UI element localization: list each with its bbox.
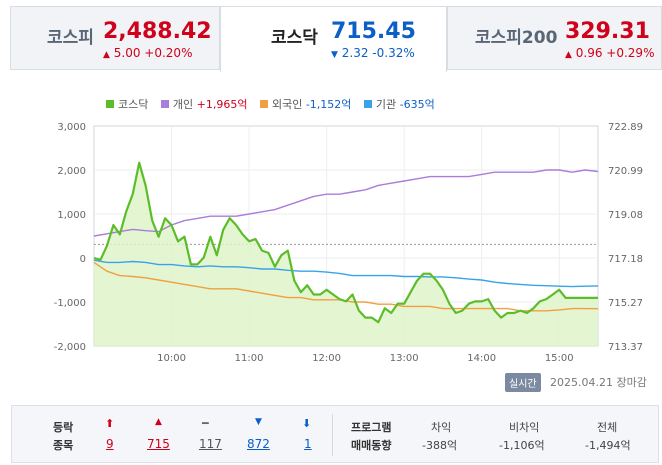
flat-icon: ━ (202, 417, 209, 430)
tab-kosdaq-value: 715.45 (331, 19, 416, 44)
legend-swatch (363, 100, 372, 108)
legend-item-foreign[interactable]: 외국인 -1,152억 (259, 96, 352, 112)
legend-swatch (106, 100, 114, 108)
tab-kospi200-value: 329.31 (565, 19, 650, 44)
limit-down-icon: ⬇ (302, 417, 312, 430)
legend-swatch (160, 100, 169, 108)
y-left-tick-label: 3,000 (57, 122, 86, 133)
arbitrage-value: -388억 (422, 439, 458, 452)
legend-swatch (259, 100, 268, 108)
tab-kosdaq-change: ▼ 2.32 -0.32% (331, 46, 415, 60)
y-right-tick-label: 719.08 (608, 210, 643, 221)
tab-kospi200[interactable]: 코스피200 329.31 ▲ 0.96 +0.29% (447, 6, 662, 70)
series-line-3 (93, 259, 599, 288)
tab-kospi-change: ▲ 5.00 +0.20% (103, 46, 192, 60)
legend-item-institution[interactable]: 기관 -635억 (363, 96, 435, 112)
tab-kospi-name: 코스피 (47, 28, 94, 48)
down-arrow-icon: ▼ (331, 50, 338, 60)
y-left-tick-label: 2,000 (57, 166, 86, 177)
intraday-chart[interactable]: 3,000 722.89 2,000 720.99 1,000 719.08 0 717.18… (0, 110, 662, 372)
x-tick-label: 13:00 (390, 353, 419, 364)
y-left-tick-label: -2,000 (54, 342, 86, 353)
tab-kospi200-change: ▲ 0.96 +0.29% (565, 46, 654, 60)
limit-up-icon: ⬆ (105, 417, 115, 430)
tab-kosdaq-change-value: 2.32 (341, 46, 369, 60)
limit-down-count[interactable]: 1 (304, 437, 312, 451)
legend-label: 기관 (375, 98, 397, 111)
legend-item-individual[interactable]: 개인 +1,965억 (160, 96, 248, 112)
market-date: 2025.04.21 장마감 (550, 376, 647, 389)
up-arrow-icon: ▲ (565, 50, 572, 60)
flat-count[interactable]: 117 (199, 437, 222, 451)
tab-kospi-change-pct: +0.20% (144, 46, 193, 60)
non-arbitrage-label: 비차익 (509, 421, 540, 434)
series-line-1 (93, 169, 599, 237)
tab-kospi-value: 2,488.42 (103, 19, 212, 44)
program-label-2: 매매동향 (351, 439, 392, 452)
x-tick-label: 14:00 (467, 353, 496, 364)
tab-kospi-change-value: 5.00 (113, 46, 141, 60)
realtime-badge[interactable]: 실시간 (505, 373, 541, 392)
rise-icon: ▲ (155, 417, 162, 427)
tab-kosdaq-name: 코스닥 (271, 28, 318, 48)
legend-label: 코스닥 (118, 98, 149, 111)
tab-kosdaq-change-pct: -0.32% (372, 46, 415, 60)
fall-icon: ▼ (255, 417, 262, 427)
fall-count[interactable]: 872 (247, 437, 270, 451)
y-left-tick-label: 1,000 (57, 210, 86, 221)
limit-up-count[interactable]: 9 (106, 437, 114, 451)
y-right-tick-label: 722.89 (608, 122, 643, 133)
arbitrage-label: 차익 (431, 421, 452, 434)
tab-kospi200-change-pct: +0.29% (606, 46, 655, 60)
rise-count[interactable]: 715 (147, 437, 170, 451)
x-tick-label: 11:00 (235, 353, 264, 364)
x-tick-label: 15:00 (545, 353, 574, 364)
y-right-tick-label: 717.18 (608, 254, 643, 265)
breadth-label-1: 등락 (53, 421, 74, 434)
tab-kospi[interactable]: 코스피 2,488.42 ▲ 5.00 +0.20% (10, 6, 220, 70)
tab-kosdaq[interactable]: 코스닥 715.45 ▼ 2.32 -0.32% (220, 6, 447, 72)
y-right-tick-label: 713.37 (608, 342, 643, 353)
series-line-0 (93, 161, 598, 324)
breadth-label-2: 종목 (53, 439, 74, 452)
y-right-tick-label: 715.27 (608, 298, 643, 309)
legend-label: 개인 (172, 98, 194, 111)
program-total-label: 전체 (597, 421, 618, 434)
index-tabs: 코스피 2,488.42 ▲ 5.00 +0.20% 코스닥 715.45 ▼ … (10, 6, 662, 72)
y-left-tick-label: -1,000 (54, 298, 86, 309)
legend-value: -635억 (399, 98, 435, 111)
series-area-0 (94, 162, 598, 346)
legend-item-kosdaq[interactable]: 코스닥 (106, 96, 148, 112)
x-tick-label: 12:00 (312, 353, 341, 364)
legend-value: +1,965억 (196, 98, 248, 111)
legend-label: 외국인 (271, 98, 303, 111)
non-arbitrage-value: -1,106억 (499, 439, 545, 452)
chart-legend: 코스닥 개인 +1,965억 외국인 -1,152억 기관 -635억 (106, 96, 444, 112)
up-arrow-icon: ▲ (103, 50, 110, 60)
market-summary: 등락 종목 ⬆ 9 ▲ 715 ━ 117 ▼ 872 ⬇ 1 프로그램 매매동… (11, 405, 659, 463)
program-total-value: -1,494억 (585, 439, 631, 452)
tab-kospi200-name: 코스피200 (475, 28, 558, 48)
x-tick-label: 10:00 (157, 353, 186, 364)
legend-value: -1,152억 (305, 98, 352, 111)
y-right-tick-label: 720.99 (608, 166, 643, 177)
y-left-tick-label: 0 (80, 254, 86, 265)
divider (332, 414, 333, 456)
program-label-1: 프로그램 (351, 421, 392, 434)
tab-kospi200-change-value: 0.96 (575, 46, 603, 60)
